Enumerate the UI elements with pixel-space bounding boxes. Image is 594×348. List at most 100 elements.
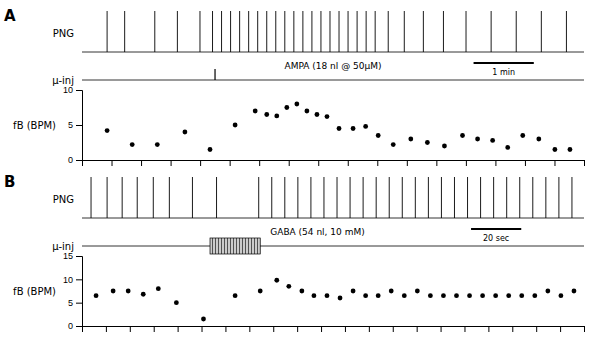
tick-mark	[369, 326, 370, 332]
spike	[441, 177, 442, 218]
tick-mark	[76, 160, 82, 161]
point	[233, 123, 238, 128]
tick	[230, 160, 231, 166]
tick-mark	[76, 125, 82, 126]
spike	[266, 11, 267, 52]
injection-label: GABA (54 nl, 10 mM)	[270, 227, 364, 237]
spike	[376, 177, 377, 218]
tick	[495, 160, 496, 166]
spike	[122, 177, 123, 218]
point	[460, 133, 465, 138]
spike	[415, 177, 416, 218]
tick	[345, 326, 346, 332]
y-axis-title: fB (BPM)	[13, 286, 56, 297]
point	[155, 142, 160, 147]
spike	[339, 11, 340, 52]
spike	[423, 11, 424, 52]
tick-mark	[464, 326, 465, 332]
tick	[466, 160, 467, 166]
tick: 10	[63, 85, 82, 95]
point	[536, 137, 541, 142]
tick: 0	[68, 321, 82, 331]
tick	[106, 326, 107, 332]
trace-label: PNG	[53, 28, 74, 39]
point	[532, 293, 537, 298]
tick	[273, 326, 274, 332]
axis-line	[76, 91, 83, 161]
point	[126, 289, 131, 294]
spike	[320, 11, 321, 52]
tick	[369, 326, 370, 332]
spike	[230, 11, 231, 52]
spike	[506, 177, 507, 218]
tick-mark	[273, 326, 274, 332]
spike	[404, 11, 405, 52]
tick-label: 5	[68, 120, 73, 130]
spike	[491, 11, 492, 52]
tick-label: 0	[68, 321, 73, 331]
point	[94, 293, 99, 298]
spike	[137, 177, 138, 218]
tick-mark	[584, 326, 585, 332]
spike	[454, 177, 455, 218]
panel: PNGμ-injAMPA (18 nl @ 50μM)1 min0510fB (…	[13, 11, 584, 166]
point	[274, 114, 279, 119]
tick	[377, 160, 378, 166]
point	[568, 147, 573, 152]
trace-baseline	[82, 218, 584, 219]
tick-label: 15	[63, 251, 73, 261]
spike	[297, 177, 298, 218]
tick	[297, 326, 298, 332]
point	[391, 142, 396, 147]
axis-line	[76, 257, 83, 327]
point	[376, 133, 381, 138]
tick-mark	[348, 160, 349, 166]
tick-mark	[178, 326, 179, 332]
tick: 15	[63, 251, 82, 261]
tick-mark	[259, 160, 260, 166]
scale-bar-label: 1 min	[492, 68, 515, 77]
injection-row: μ-injGABA (54 nl, 10 mM)20 sec	[52, 227, 584, 254]
tick	[289, 160, 290, 166]
tick-mark	[82, 326, 83, 332]
spike	[389, 177, 390, 218]
point	[294, 102, 299, 107]
spike	[571, 177, 572, 218]
spike	[192, 177, 193, 218]
tick	[407, 160, 408, 166]
spike	[177, 11, 178, 52]
tick	[202, 326, 203, 332]
spike	[257, 11, 258, 52]
tick-mark	[495, 160, 496, 166]
spike	[566, 11, 567, 52]
spike	[350, 177, 351, 218]
y-axis-title: fB (BPM)	[13, 120, 56, 131]
point	[111, 289, 116, 294]
tick-mark	[171, 160, 172, 166]
trace-label: PNG	[53, 194, 74, 205]
scatter-row: 051015fB (BPM)	[13, 251, 584, 332]
tick-mark	[76, 326, 82, 327]
point	[325, 293, 330, 298]
point	[389, 289, 394, 294]
point	[315, 112, 320, 117]
tick-mark	[230, 160, 231, 166]
tick	[417, 326, 418, 332]
injection-marker	[214, 69, 215, 80]
tick: 10	[63, 275, 82, 285]
spike	[466, 11, 467, 52]
spike	[221, 11, 222, 52]
tick	[200, 160, 201, 166]
spike	[302, 11, 303, 52]
trace-row: PNG	[53, 177, 584, 218]
spike	[467, 177, 468, 218]
tick-mark	[554, 160, 555, 166]
point	[299, 289, 304, 294]
panel: PNGμ-injGABA (54 nl, 10 mM)20 sec051015f…	[13, 177, 584, 332]
point	[208, 147, 213, 152]
tick	[464, 326, 465, 332]
tick	[225, 326, 226, 332]
point	[480, 293, 485, 298]
injection-baseline	[82, 80, 584, 81]
tick-mark	[76, 303, 82, 304]
